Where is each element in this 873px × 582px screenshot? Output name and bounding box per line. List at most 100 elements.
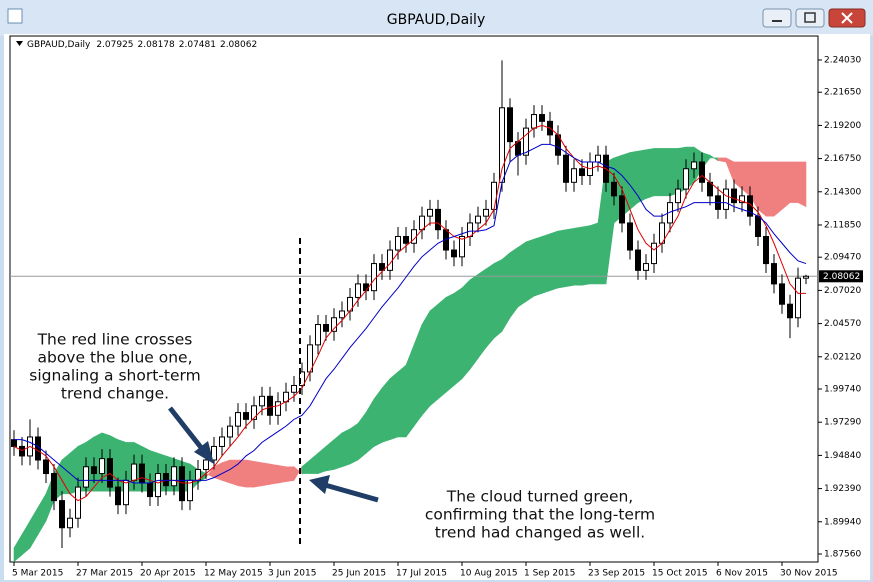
candle-body xyxy=(363,283,369,292)
cloud-segment xyxy=(341,428,351,468)
annotation-text: The red line crosses xyxy=(37,331,193,349)
cloud-segment xyxy=(445,292,455,393)
y-tick-label: 1.87560 xyxy=(824,550,861,560)
x-tick-label: 3 Jun 2015 xyxy=(268,569,316,579)
header-triangle xyxy=(16,41,23,46)
x-tick-label: 27 Mar 2015 xyxy=(76,569,133,579)
x-tick-label: 25 Jun 2015 xyxy=(332,569,386,579)
candle-body xyxy=(99,458,105,475)
candle-body xyxy=(291,384,297,393)
cloud-segment xyxy=(661,148,671,197)
x-tick-label: 10 Aug 2015 xyxy=(460,569,518,579)
candle-body xyxy=(115,486,121,506)
header-close: 2.08062 xyxy=(220,40,257,50)
candle-body xyxy=(803,275,809,279)
candle-body xyxy=(171,466,177,487)
x-tick-label: 6 Nov 2015 xyxy=(716,569,768,579)
candle-body xyxy=(459,235,465,258)
window-title: GBPAUD,Daily xyxy=(387,12,485,28)
candle-body xyxy=(475,215,481,224)
y-tick-label: 1.97290 xyxy=(824,418,861,428)
cloud-segment xyxy=(421,309,431,417)
cloud-segment xyxy=(285,466,295,483)
candle-body xyxy=(219,436,225,447)
x-tick-label: 30 Nov 2015 xyxy=(780,569,838,579)
candle-body xyxy=(379,263,385,271)
candle-body xyxy=(155,473,161,498)
candle-body xyxy=(211,445,217,461)
candle-body xyxy=(123,479,129,506)
current-price-box xyxy=(819,270,863,283)
y-tick-label: 2.16750 xyxy=(824,154,861,164)
candle-body xyxy=(59,500,65,529)
cloud-segment xyxy=(589,222,599,285)
cloud-segment xyxy=(333,432,343,470)
current-price-label: 2.08062 xyxy=(823,272,860,282)
annotation-text: above the blue one, xyxy=(37,349,192,367)
symbol: GBPAUD,Daily xyxy=(27,40,91,50)
candle-body xyxy=(795,277,801,319)
candle-body xyxy=(275,401,281,416)
candle-body xyxy=(427,208,433,217)
cloud-segment xyxy=(389,371,399,441)
cloud-segment xyxy=(437,296,447,400)
candle-body xyxy=(699,161,705,183)
candle-body xyxy=(179,466,185,502)
y-tick-label: 2.14300 xyxy=(824,187,861,197)
candle-body xyxy=(755,215,761,237)
cloud-segment xyxy=(629,150,639,211)
candle-body xyxy=(51,473,57,502)
candle-body xyxy=(491,181,497,210)
candle-body xyxy=(483,208,489,217)
cloud-segment xyxy=(533,236,543,297)
cloud-segment xyxy=(653,148,663,197)
arrow-shaft xyxy=(168,406,205,452)
candle-body xyxy=(531,114,537,129)
cloud-segment xyxy=(557,229,567,289)
candle-body xyxy=(683,168,689,190)
candle-body xyxy=(739,195,745,204)
cloud-segment xyxy=(525,238,535,303)
y-tick-label: 2.11850 xyxy=(824,220,861,230)
candle-body xyxy=(323,324,329,332)
candle-body xyxy=(451,249,457,258)
restore-button[interactable] xyxy=(795,8,825,28)
chart-header: GBPAUD,Daily 2.07925 2.08178 2.07481 2.08062 xyxy=(27,40,257,50)
candle-body xyxy=(139,463,145,484)
cloud-segment xyxy=(781,161,791,211)
candle-body xyxy=(339,310,345,319)
candle-body xyxy=(635,249,641,271)
candle-body xyxy=(731,188,737,204)
cloud-segment xyxy=(269,463,279,485)
candle-body xyxy=(259,395,265,407)
cloud-segment xyxy=(565,228,575,287)
candle-body xyxy=(355,283,361,298)
candle-body xyxy=(19,445,25,457)
restore-icon xyxy=(804,12,816,23)
cloud-segment xyxy=(541,233,551,294)
candle-body xyxy=(203,459,209,470)
candle-body xyxy=(267,395,273,416)
minimize-button[interactable] xyxy=(762,8,792,28)
candle-body xyxy=(371,263,377,292)
annotation-text: The cloud turned green, xyxy=(446,488,633,506)
candle-body xyxy=(67,517,73,529)
candle-body xyxy=(643,263,649,271)
candle-body xyxy=(779,283,785,305)
cloud-segment xyxy=(461,279,471,380)
candle-body xyxy=(763,235,769,265)
candle-body xyxy=(147,482,153,498)
indicator-line xyxy=(14,143,807,484)
cloud-segment xyxy=(477,268,487,360)
candle-body xyxy=(675,188,681,204)
arrow-shaft xyxy=(324,482,379,503)
candle-body xyxy=(395,235,401,251)
candle-body xyxy=(251,405,257,420)
x-tick-label: 20 Apr 2015 xyxy=(140,569,196,579)
candle-body xyxy=(507,107,513,143)
cloud-segment xyxy=(229,459,239,487)
annotation-text: confirming that the long-term xyxy=(425,506,655,524)
cloud-segment xyxy=(757,161,767,217)
header-low: 2.07481 xyxy=(179,40,216,50)
